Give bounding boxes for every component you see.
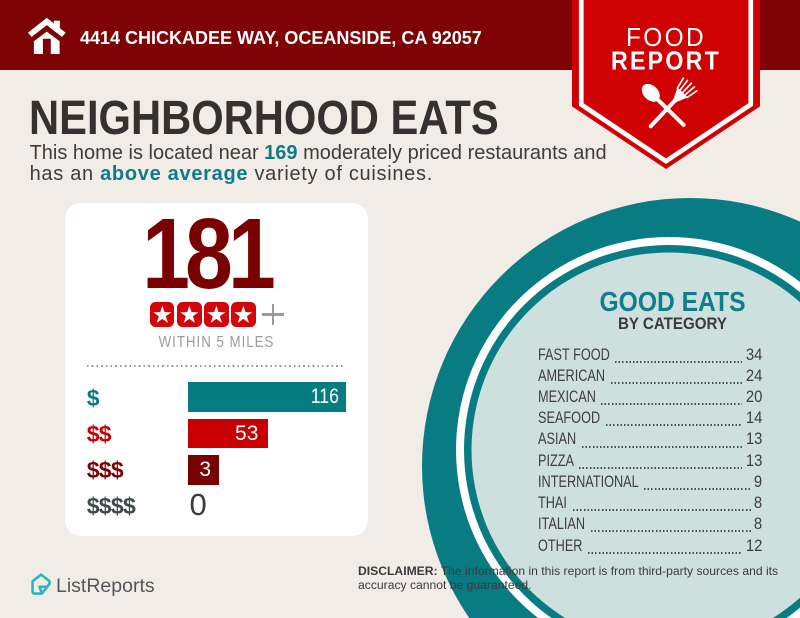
svg-text:FOOD: FOOD — [626, 22, 706, 52]
svg-text:REPORT: REPORT — [611, 46, 721, 76]
